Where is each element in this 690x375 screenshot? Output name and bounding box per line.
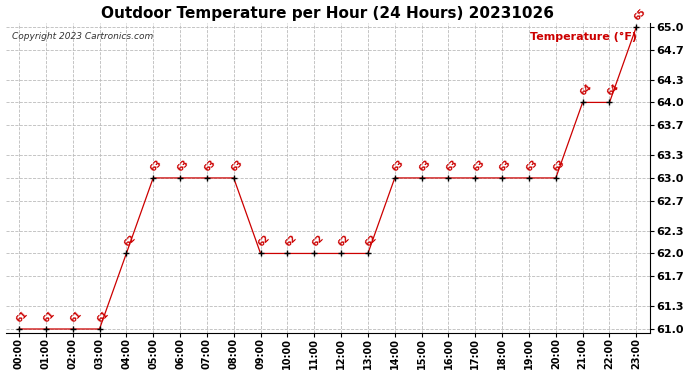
Text: 63: 63 xyxy=(498,158,513,173)
Text: 63: 63 xyxy=(551,158,567,173)
Text: 61: 61 xyxy=(68,309,83,324)
Text: 63: 63 xyxy=(444,158,460,173)
Text: 61: 61 xyxy=(95,309,110,324)
Text: 63: 63 xyxy=(417,158,433,173)
Text: Copyright 2023 Cartronics.com: Copyright 2023 Cartronics.com xyxy=(12,32,153,41)
Text: 63: 63 xyxy=(230,158,245,173)
Text: 65: 65 xyxy=(632,7,647,22)
Text: 62: 62 xyxy=(364,233,379,249)
Text: 62: 62 xyxy=(337,233,352,249)
Text: 63: 63 xyxy=(176,158,191,173)
Text: 63: 63 xyxy=(525,158,540,173)
Text: 63: 63 xyxy=(149,158,164,173)
Text: 63: 63 xyxy=(391,158,406,173)
Text: 63: 63 xyxy=(471,158,486,173)
Text: Temperature (°F): Temperature (°F) xyxy=(530,32,637,42)
Text: 62: 62 xyxy=(122,233,137,249)
Text: 62: 62 xyxy=(283,233,299,249)
Text: 61: 61 xyxy=(14,309,30,324)
Title: Outdoor Temperature per Hour (24 Hours) 20231026: Outdoor Temperature per Hour (24 Hours) … xyxy=(101,6,554,21)
Text: 64: 64 xyxy=(578,82,594,98)
Text: 62: 62 xyxy=(310,233,325,249)
Text: 64: 64 xyxy=(605,82,620,98)
Text: 63: 63 xyxy=(203,158,218,173)
Text: 62: 62 xyxy=(257,233,272,249)
Text: 61: 61 xyxy=(41,309,57,324)
